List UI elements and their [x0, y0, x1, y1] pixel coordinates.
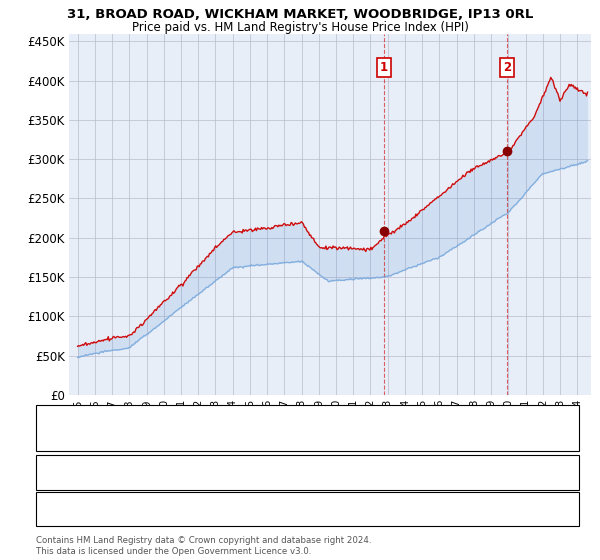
Text: 34% ↑ HPI: 34% ↑ HPI — [378, 502, 440, 516]
Text: HPI: Average price, semi-detached house, East Suffolk: HPI: Average price, semi-detached house,… — [87, 433, 371, 444]
Text: 12-OCT-2012: 12-OCT-2012 — [78, 466, 155, 479]
Text: £208,000: £208,000 — [252, 466, 308, 479]
Text: ——: —— — [51, 410, 79, 424]
Text: 29% ↑ HPI: 29% ↑ HPI — [378, 466, 440, 479]
Text: 2: 2 — [45, 502, 53, 516]
Text: 2: 2 — [503, 62, 511, 74]
Text: £310,000: £310,000 — [252, 502, 308, 516]
Text: 06-DEC-2019: 06-DEC-2019 — [78, 502, 156, 516]
Text: 1: 1 — [45, 466, 53, 479]
Text: 1: 1 — [380, 62, 388, 74]
Text: 31, BROAD ROAD, WICKHAM MARKET, WOODBRIDGE, IP13 0RL (semi-detached house): 31, BROAD ROAD, WICKHAM MARKET, WOODBRID… — [87, 412, 538, 422]
Text: ——: —— — [51, 431, 79, 445]
Text: Contains HM Land Registry data © Crown copyright and database right 2024.
This d: Contains HM Land Registry data © Crown c… — [36, 536, 371, 556]
Text: Price paid vs. HM Land Registry's House Price Index (HPI): Price paid vs. HM Land Registry's House … — [131, 21, 469, 34]
Text: 31, BROAD ROAD, WICKHAM MARKET, WOODBRIDGE, IP13 0RL: 31, BROAD ROAD, WICKHAM MARKET, WOODBRID… — [67, 8, 533, 21]
